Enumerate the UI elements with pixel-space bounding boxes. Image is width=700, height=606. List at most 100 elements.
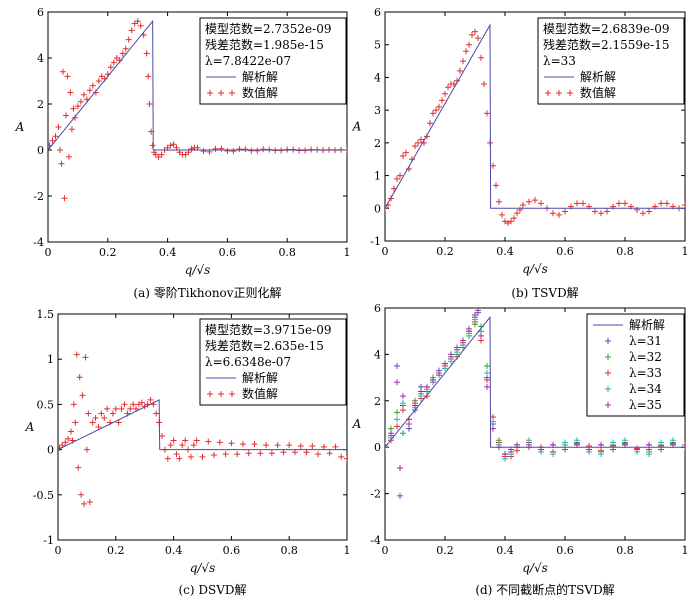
numerical-point (74, 103, 81, 110)
numerical-point (286, 442, 293, 449)
numerical-point (598, 210, 604, 217)
series-point (385, 444, 388, 451)
numerical-point (496, 198, 502, 205)
x-tick-label: 0.2 (99, 246, 117, 259)
numerical-point (239, 441, 246, 448)
numerical-point (138, 399, 145, 406)
numerical-point (147, 396, 154, 403)
numerical-point (68, 126, 75, 133)
numerical-point (481, 80, 487, 87)
y-tick-label: 4 (374, 348, 381, 361)
numerical-point (122, 45, 129, 52)
numerical-point (67, 89, 74, 96)
numerical-point (646, 208, 652, 215)
numerical-point (418, 136, 424, 143)
series-point (430, 376, 436, 383)
numerical-point (121, 401, 128, 408)
numerical-point (484, 110, 490, 117)
numerical-point (190, 442, 197, 449)
y-tick-label: 0 (374, 441, 381, 454)
numerical-point (622, 200, 628, 207)
series-point (472, 311, 478, 318)
legend-entry-label: 解析解 (629, 318, 665, 332)
legend-marker-swatch (567, 90, 573, 96)
legend-marker-swatch (207, 391, 213, 397)
legend-annotation: λ=33 (543, 54, 576, 68)
series-point (466, 325, 472, 332)
legend-marker-swatch (605, 338, 611, 344)
y-tick-label: -1 (43, 534, 54, 547)
numerical-point (338, 453, 345, 460)
y-tick-label: 2 (374, 395, 381, 408)
series-point (448, 351, 454, 358)
numerical-point (125, 36, 132, 43)
x-tick-label: 0 (382, 544, 389, 557)
numerical-point (110, 59, 117, 66)
analytic-line (385, 23, 685, 209)
series-point (484, 376, 490, 383)
x-tick-label: 0.6 (219, 246, 237, 259)
numerical-point (640, 210, 646, 217)
numerical-point (173, 451, 180, 458)
plot-frame (57, 313, 348, 541)
series-point (550, 451, 556, 458)
numerical-point (179, 442, 186, 449)
legend-annotation: 残差范数=2.1559e-15 (543, 37, 669, 52)
series-point (490, 418, 496, 425)
numerical-point (187, 453, 194, 460)
panel-b: 0 0.2 0.4 0.6 0.8 1-10123456q/√sA模型范数=2.6839e… (352, 6, 689, 300)
legend-entry-label: 解析解 (580, 70, 616, 84)
panel-a: 0 0.2 0.4 0.6 0.8 1 -4 -2 0 2 4 6 q/√s A 模型范数=2.7352e-… (15, 6, 351, 300)
x-tick-label: 0 (382, 245, 389, 258)
numerical-point (682, 202, 685, 209)
numerical-point (83, 446, 90, 453)
y-axis-label: A (352, 417, 362, 431)
numerical-point (242, 146, 249, 153)
numerical-point (52, 133, 59, 140)
numerical-point (134, 18, 141, 25)
x-tick-label: 0.4 (159, 246, 177, 259)
x-tick-label: 0.8 (616, 544, 634, 557)
legend-entry-label: 解析解 (242, 371, 278, 385)
numerical-point (466, 41, 472, 48)
legend-marker-swatch (229, 90, 235, 96)
numerical-point (127, 405, 134, 412)
series-point (562, 439, 568, 446)
numerical-point (260, 146, 267, 153)
y-tick-label: 0 (47, 444, 54, 457)
numerical-point (478, 54, 484, 61)
x-tick-label: 0.6 (223, 544, 241, 557)
numerical-point (303, 449, 310, 456)
plot-frame (384, 11, 686, 242)
x-tick-label: 0.2 (107, 544, 125, 557)
numerical-point (65, 435, 72, 442)
series-point (484, 383, 490, 390)
numerical-point (320, 443, 327, 450)
numerical-point (457, 67, 463, 74)
y-tick-label: 1 (374, 170, 381, 183)
series-point (460, 337, 466, 344)
series-point (598, 451, 604, 458)
series-point (646, 451, 652, 458)
numerical-point (412, 143, 418, 150)
x-tick-label: 0.6 (556, 544, 574, 557)
numerical-point (65, 153, 72, 160)
numerical-point (86, 87, 93, 94)
numerical-point (167, 442, 174, 449)
panel-caption: (a) 零阶Tikhonov正则化解 (133, 286, 281, 300)
series-λ=35 (385, 308, 685, 472)
legend-entry-label: λ=33 (629, 366, 662, 380)
numerical-point (119, 50, 126, 57)
series-point (484, 369, 490, 376)
numerical-point (254, 147, 261, 154)
numerical-point (263, 442, 270, 449)
series-point (514, 447, 520, 454)
legend-annotation: 残差范数=1.985e-15 (205, 37, 324, 52)
numerical-point (59, 68, 66, 75)
series-point (394, 363, 400, 369)
numerical-point (164, 455, 171, 462)
numerical-point (472, 28, 478, 35)
numerical-point (193, 437, 200, 444)
